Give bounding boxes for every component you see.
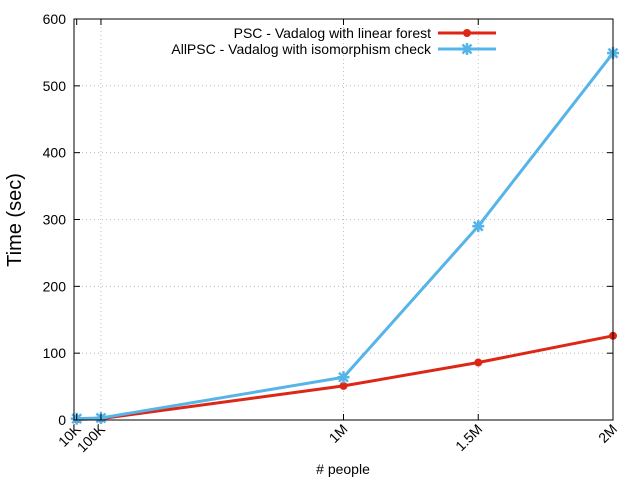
y-tick-label: 200: [43, 278, 67, 294]
legend-item: AllPSC - Vadalog with isomorphism check: [171, 41, 496, 57]
data-point: [461, 43, 473, 55]
legend-label: AllPSC - Vadalog with isomorphism check: [171, 41, 432, 57]
y-tick-labels: 0 100 200 300 400 500 600: [43, 11, 67, 428]
series: [70, 47, 619, 425]
data-point: [339, 381, 348, 390]
y-tick-label: 500: [43, 78, 67, 94]
y-tick-label: 100: [43, 345, 67, 361]
x-tick-label: 2M: [595, 421, 620, 446]
x-tick-label: 1.5M: [452, 421, 485, 454]
data-point: [337, 371, 350, 384]
data-point: [463, 29, 471, 37]
series-layer: [70, 47, 619, 425]
x-tick-label: 100K: [74, 420, 109, 455]
y-axis-title: Time (sec): [4, 173, 26, 267]
grid: [74, 19, 613, 420]
y-tick-label: 400: [43, 145, 67, 161]
x-tick-label: 1M: [326, 421, 351, 446]
ticks: [74, 18, 614, 421]
series-line: [76, 52, 615, 421]
y-tick-label: 0: [58, 412, 66, 428]
x-axis-title: # people: [316, 461, 370, 477]
legend-item: PSC - Vadalog with linear forest: [234, 25, 496, 41]
data-point: [474, 358, 483, 367]
y-tick-label: 600: [43, 11, 67, 27]
data-point: [472, 220, 485, 233]
y-tick-label: 300: [43, 212, 67, 228]
legend-label: PSC - Vadalog with linear forest: [234, 25, 431, 41]
